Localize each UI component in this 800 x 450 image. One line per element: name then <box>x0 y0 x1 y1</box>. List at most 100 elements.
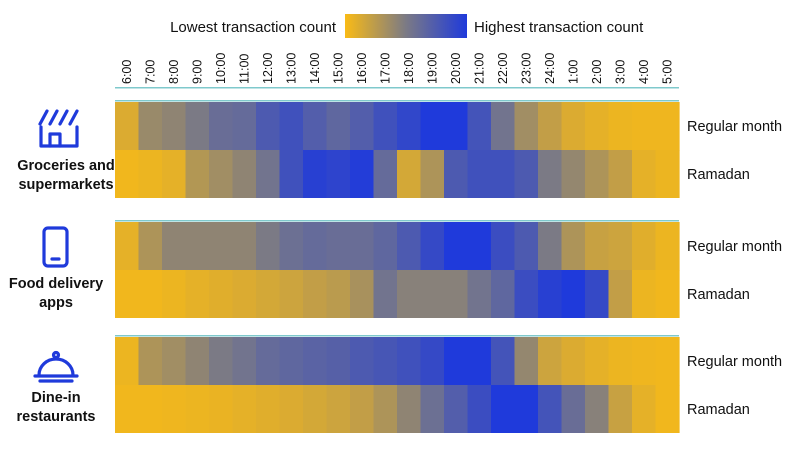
heatmap-cell <box>561 337 586 386</box>
heatmap-cell <box>632 270 657 318</box>
hour-label: 9:00 <box>190 60 204 84</box>
row-label: Regular month <box>687 119 782 135</box>
heatmap-cell <box>491 102 516 151</box>
heatmap-cell <box>491 270 516 318</box>
heatmap-cell <box>444 102 469 151</box>
heatmap-cell <box>115 102 140 151</box>
heatmap-cell <box>467 102 492 151</box>
heatmap-cell <box>279 270 304 318</box>
hour-label: 2:00 <box>590 60 604 84</box>
heatmap-cell <box>655 337 680 386</box>
heatmap-cell <box>350 102 375 151</box>
hour-label: 23:00 <box>519 53 533 84</box>
block-top-rule <box>115 100 679 102</box>
heatmap-cell <box>373 270 398 318</box>
heatmap-cell <box>256 337 281 386</box>
heatmap-cell <box>420 385 445 433</box>
heatmap-cell <box>303 102 328 151</box>
hour-label: 7:00 <box>143 60 157 84</box>
legend-high-label: Highest transaction count <box>474 19 644 36</box>
heatmap-cell <box>185 150 210 198</box>
heatmap-cell <box>444 222 469 271</box>
heatmap-cell <box>209 270 234 318</box>
heatmap-cell <box>420 337 445 386</box>
heatmap-cell <box>585 270 610 318</box>
heatmap-cell <box>138 222 163 271</box>
heatmap-cell <box>655 270 680 318</box>
hour-label: 5:00 <box>660 60 674 84</box>
heatmap-cell <box>232 270 257 318</box>
heatmap-cell <box>514 102 539 151</box>
hour-axis-labels: 6:00 7:00 8:00 9:00 10:00 11:00 12:00 13:00 14:0… <box>120 53 675 84</box>
heatmap-cell <box>185 222 210 271</box>
heatmap-cell <box>303 270 328 318</box>
heatmap-cell <box>608 102 633 151</box>
heatmap-cell <box>162 385 187 433</box>
heatmap-cell <box>185 270 210 318</box>
heatmap-cell <box>608 222 633 271</box>
heatmap-cell <box>232 337 257 386</box>
row-label: Ramadan <box>687 287 750 303</box>
heatmap-cell <box>373 385 398 433</box>
category-label-line1: Food delivery <box>9 276 103 292</box>
category-dine-in: Dine-in restaurants <box>17 350 95 425</box>
heatmap-cell <box>279 150 304 198</box>
heatmap-cell <box>138 102 163 151</box>
heatmap-cell <box>561 102 586 151</box>
heatmap-cell <box>350 222 375 271</box>
heatmap-cell <box>303 385 328 433</box>
hour-label: 20:00 <box>449 53 463 84</box>
heatmap-cell <box>350 150 375 198</box>
heatmap-cell <box>373 337 398 386</box>
heatmap-cell <box>420 102 445 151</box>
heatmap-cell <box>585 337 610 386</box>
heatmap-cell <box>491 337 516 386</box>
heatmap-cell <box>279 385 304 433</box>
category-label-line2: supermarkets <box>18 177 113 193</box>
legend-low-label: Lowest transaction count <box>170 19 337 36</box>
hour-label: 18:00 <box>402 53 416 84</box>
heatmap-cell <box>514 337 539 386</box>
legend: Lowest transaction count Highest transac… <box>170 14 644 38</box>
category-label-line1: Dine-in <box>31 390 80 406</box>
heatmap-cell <box>444 337 469 386</box>
hour-label: 14:00 <box>308 53 322 84</box>
heatmap-cell <box>467 270 492 318</box>
heatmap-cell <box>538 270 563 318</box>
row-label: Ramadan <box>687 167 750 183</box>
hour-label: 21:00 <box>472 53 486 84</box>
heatmap-cell <box>608 150 633 198</box>
heatmap-cell <box>232 385 257 433</box>
heatmap-cell <box>138 150 163 198</box>
heatmap-cell <box>632 102 657 151</box>
hour-label: 1:00 <box>566 60 580 84</box>
heatmap-cell <box>115 150 140 198</box>
heatmap-cell <box>138 385 163 433</box>
hour-label: 8:00 <box>167 60 181 84</box>
category-groceries: Groceries and supermarkets <box>17 109 115 193</box>
heatmap-cell <box>115 337 140 386</box>
heatmap-cell <box>655 222 680 271</box>
heatmap-cell <box>561 270 586 318</box>
heatmap-cell <box>561 150 586 198</box>
category-label-line2: apps <box>39 295 73 311</box>
row-label: Ramadan <box>687 402 750 418</box>
heatmap-cell <box>608 385 633 433</box>
category-label-line1: Groceries and <box>17 158 115 174</box>
heatmap-cell <box>585 150 610 198</box>
heatmap-cell <box>350 337 375 386</box>
hour-label: 4:00 <box>637 60 651 84</box>
hour-label: 3:00 <box>613 60 627 84</box>
heatmap-cell <box>373 102 398 151</box>
heatmap-cell <box>632 385 657 433</box>
heatmap-cell <box>279 102 304 151</box>
heatmap-cell <box>185 337 210 386</box>
heatmap-cell <box>655 150 680 198</box>
grocery-store-icon <box>38 109 79 148</box>
heatmap-cell <box>350 385 375 433</box>
heatmap-cell <box>655 102 680 151</box>
heatmap-cell <box>185 385 210 433</box>
heatmap-cell <box>326 222 351 271</box>
heatmap-cell <box>397 385 422 433</box>
hour-label: 13:00 <box>284 53 298 84</box>
